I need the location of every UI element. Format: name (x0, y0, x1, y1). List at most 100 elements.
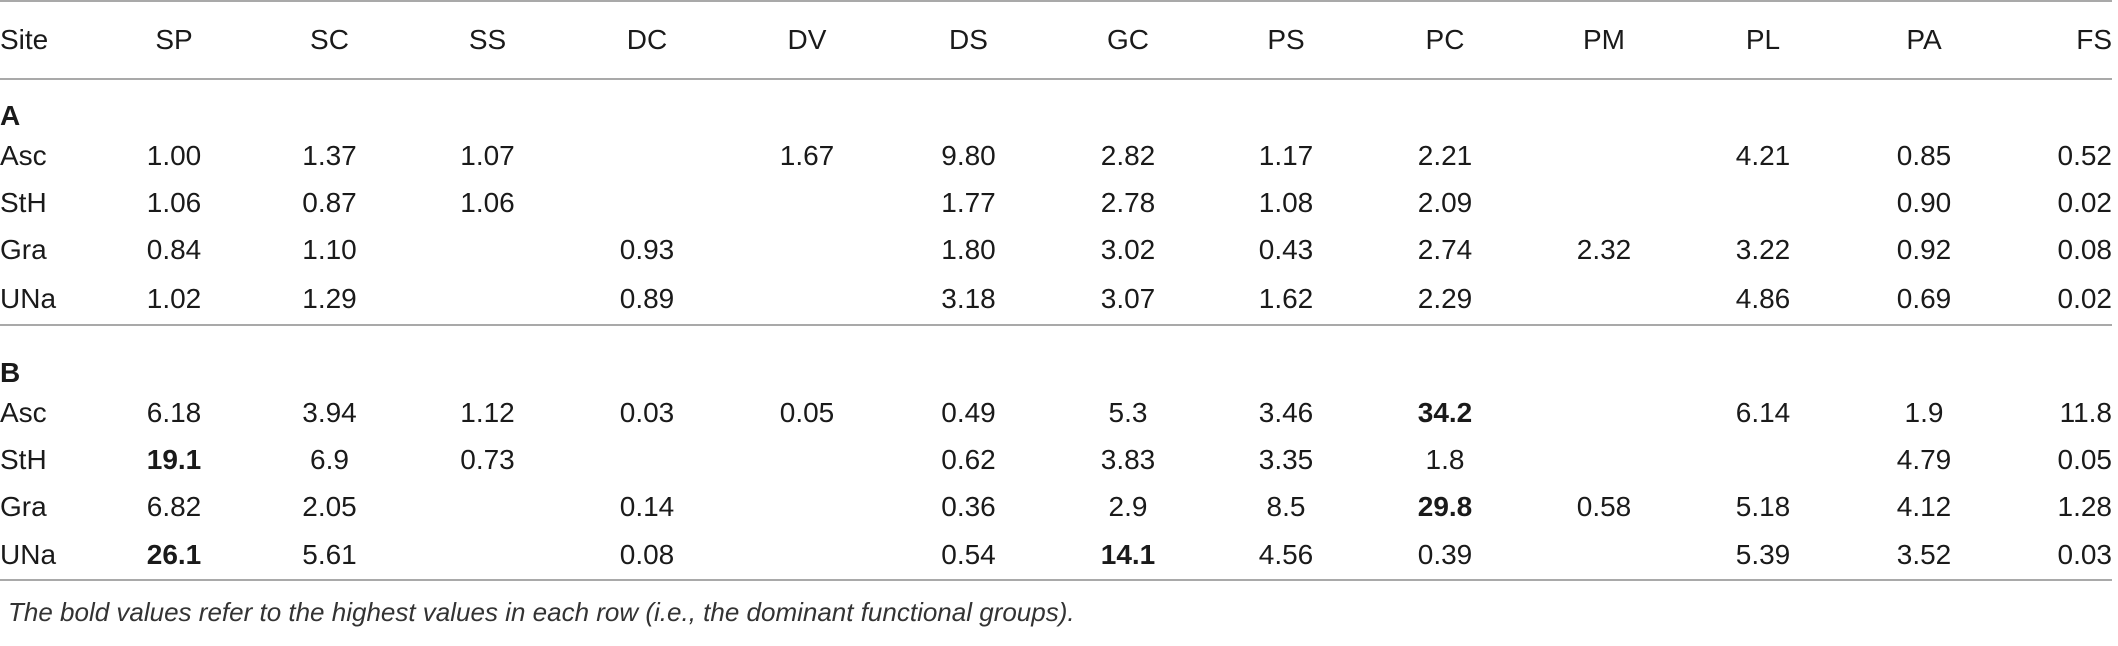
value-cell: 5.61 (302, 538, 357, 570)
value-cell: 0.05 (779, 396, 835, 428)
value-cell: 0.43 (1258, 233, 1314, 265)
value-cell (726, 226, 888, 273)
value-cell: 3.18 (941, 282, 996, 314)
value-cell: 11.8 (2059, 396, 2112, 428)
value-cell: 6.9 (310, 443, 349, 475)
value-cell: 3.22 (1735, 233, 1791, 265)
value-cell: 8.5 (1266, 490, 1306, 522)
value-cell: 1.02 (146, 282, 202, 314)
value-cell: 1.9 (1904, 396, 1944, 428)
value-cell: 3.46 (1258, 396, 1314, 428)
value-cell: 2.74 (1417, 233, 1473, 265)
dominant-value: 14.1 (1100, 538, 1156, 570)
value-cell: 3.07 (1100, 282, 1156, 314)
site-cell: StH (0, 443, 47, 475)
value-cell (568, 132, 726, 179)
dominant-value: 34.2 (1417, 396, 1473, 428)
value-cell: 3.94 (302, 396, 357, 428)
value-cell (1525, 436, 1683, 483)
value-cell: 2.29 (1417, 282, 1473, 314)
table-row: UNa 1.02 1.29 0.89 3.18 3.07 1.62 2.29 4.86 0.69 0… (0, 273, 2112, 325)
value-cell: 1.29 (302, 282, 357, 314)
value-cell: 0.84 (146, 233, 202, 265)
value-cell (726, 179, 888, 226)
table-row: Gra 0.84 1.10 0.93 1.80 3.02 0.43 2.74 2.32 3.22 0… (0, 226, 2112, 273)
value-cell (1525, 530, 1683, 580)
value-cell: 1.00 (146, 139, 202, 171)
value-cell: 1.08 (1258, 186, 1314, 218)
value-cell: 6.14 (1735, 396, 1791, 428)
col-header: SS (468, 24, 507, 55)
value-cell: 9.80 (941, 139, 996, 171)
value-cell: 0.73 (460, 443, 515, 475)
col-header: PL (1745, 24, 1781, 55)
value-cell: 0.58 (1576, 490, 1632, 522)
value-cell: 1.28 (2057, 490, 2113, 522)
dominant-value: 29.8 (1417, 490, 1473, 522)
value-cell: 4.86 (1735, 282, 1791, 314)
col-header: DS (949, 24, 988, 55)
col-header: DC (626, 24, 668, 55)
value-cell: 2.09 (1417, 186, 1473, 218)
section-row: B (0, 325, 2112, 389)
col-header: FS (2076, 24, 2112, 55)
site-cell: Asc (0, 139, 47, 171)
site-cell: StH (0, 186, 47, 218)
value-cell: 3.83 (1100, 443, 1156, 475)
dominant-value: 19.1 (146, 443, 202, 475)
value-cell: 1.67 (779, 139, 835, 171)
value-cell: 0.02 (2057, 186, 2113, 218)
value-cell (1525, 389, 1683, 436)
value-cell: 1.37 (302, 139, 357, 171)
col-header: DV (787, 24, 827, 55)
table-footnote: The bold values refer to the highest val… (8, 597, 1075, 627)
value-cell: 0.92 (1896, 233, 1952, 265)
value-cell: 34.2 (1365, 389, 1525, 436)
value-cell (407, 483, 568, 530)
value-cell: 1.62 (1258, 282, 1314, 314)
value-cell: 0.03 (619, 396, 675, 428)
value-cell: 5.39 (1735, 538, 1791, 570)
value-cell: 1.12 (460, 396, 515, 428)
value-cell (726, 273, 888, 325)
value-cell: 0.36 (941, 490, 996, 522)
value-cell (1525, 273, 1683, 325)
value-cell (1525, 179, 1683, 226)
value-cell (407, 530, 568, 580)
value-cell: 1.10 (302, 233, 357, 265)
section-row: A (0, 79, 2112, 132)
value-cell: 0.69 (1896, 282, 1952, 314)
section-label: B (0, 357, 21, 388)
value-cell: 0.52 (2057, 139, 2113, 171)
col-header: SC (310, 24, 349, 55)
value-cell: 2.32 (1576, 233, 1632, 265)
value-cell: 2.78 (1100, 186, 1156, 218)
value-cell: 2.05 (302, 490, 357, 522)
value-cell (1683, 179, 1843, 226)
value-cell: 4.56 (1258, 538, 1314, 570)
value-cell (568, 436, 726, 483)
value-cell (726, 483, 888, 530)
col-header: PC (1425, 24, 1465, 55)
value-cell: 4.79 (1896, 443, 1952, 475)
value-cell: 0.49 (941, 396, 996, 428)
value-cell: 0.62 (941, 443, 996, 475)
site-cell: Gra (0, 490, 47, 522)
col-header: SP (155, 24, 193, 55)
value-cell: 0.08 (2057, 233, 2113, 265)
value-cell: 2.82 (1100, 139, 1156, 171)
value-cell: 0.85 (1896, 139, 1952, 171)
site-cell: Asc (0, 396, 47, 428)
value-cell: 1.8 (1425, 443, 1465, 475)
value-cell: 3.02 (1100, 233, 1156, 265)
value-cell: 0.90 (1896, 186, 1952, 218)
value-cell: 2.21 (1417, 139, 1473, 171)
value-cell: 26.1 (96, 530, 252, 580)
value-cell: 0.03 (2057, 538, 2113, 570)
value-cell (1525, 132, 1683, 179)
value-cell: 0.08 (619, 538, 675, 570)
value-cell: 0.89 (619, 282, 675, 314)
site-cell: UNa (0, 538, 57, 570)
value-cell: 0.54 (941, 538, 996, 570)
value-cell (407, 226, 568, 273)
